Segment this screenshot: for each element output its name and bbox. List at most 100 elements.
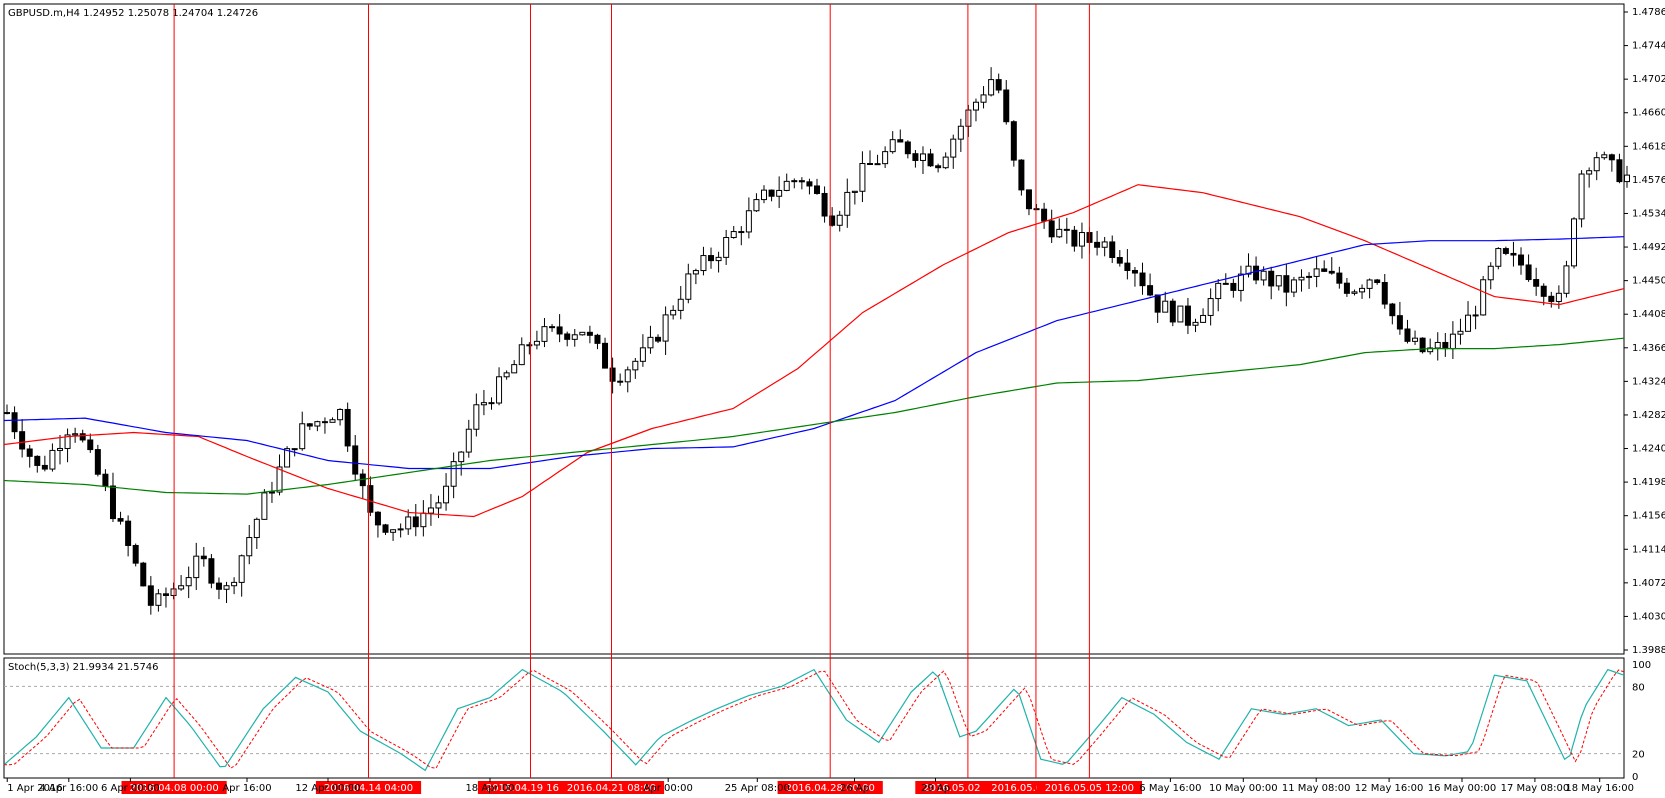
marker-tag: 2016.04.14 04:00	[324, 783, 413, 794]
candle-body	[988, 79, 995, 96]
time-label: 10 May 00:00	[1209, 783, 1278, 794]
candle-body	[670, 309, 677, 316]
candle-body	[238, 555, 245, 583]
candle-body	[723, 237, 730, 258]
ma-line-ma_green	[3, 337, 1625, 495]
marker-tag-bg	[121, 781, 227, 794]
price-label: 1.47440	[1632, 41, 1665, 52]
candle-body	[829, 215, 836, 226]
candle-body	[1101, 241, 1108, 248]
marker-tag-bg	[315, 781, 422, 794]
candle-body	[162, 593, 169, 597]
candle-body	[1563, 265, 1570, 294]
candle-body	[511, 364, 518, 374]
candle-body	[1177, 305, 1184, 323]
candle-body	[821, 192, 828, 217]
candle-body	[26, 448, 33, 457]
price-label: 1.40300	[1632, 611, 1665, 622]
marker-tag-bg	[777, 781, 883, 794]
candle-body	[1412, 337, 1419, 342]
candle-body	[533, 340, 540, 346]
candle-body	[1434, 341, 1441, 349]
time-label: 11 May 08:00	[1282, 783, 1351, 794]
candle-body	[1449, 333, 1456, 350]
candle-body	[147, 585, 154, 606]
candle-body	[617, 380, 624, 383]
candle-body	[1010, 121, 1017, 161]
candle-body	[753, 199, 760, 212]
candle-body	[1608, 154, 1615, 161]
candle-body	[1033, 208, 1040, 211]
candle-body	[1025, 189, 1032, 210]
candle-body	[1018, 159, 1025, 191]
candle-body	[1306, 275, 1313, 278]
candle-body	[594, 334, 601, 344]
candle-body	[480, 402, 487, 406]
candle-body	[768, 189, 775, 197]
price-label: 1.47860	[1632, 7, 1665, 18]
candle-body	[185, 577, 192, 587]
candle-body	[1336, 272, 1343, 284]
candle-body	[329, 419, 336, 423]
time-label: 18 May 16:00	[1565, 783, 1634, 794]
candle-body	[178, 585, 185, 590]
candle-body	[208, 558, 215, 584]
candle-body	[579, 331, 586, 336]
candle-body	[1593, 157, 1600, 172]
candle-body	[1518, 254, 1525, 266]
candle-body	[19, 431, 26, 450]
marker-tag: 2016.04.19 16:00	[486, 783, 575, 794]
candle-body	[1624, 174, 1630, 183]
candle-body	[1457, 330, 1464, 335]
stoch-main-line	[3, 668, 1625, 772]
candle-body	[49, 449, 56, 470]
time-label: 18 Apr 00	[465, 783, 514, 794]
candle-body	[337, 408, 344, 421]
candle-body	[1381, 281, 1388, 305]
candle-body	[889, 139, 896, 153]
candle-body	[647, 336, 654, 349]
stoch-label: 20	[1632, 750, 1645, 761]
candle-body	[1200, 314, 1207, 323]
price-label: 1.43240	[1632, 376, 1665, 387]
price-label: 1.44920	[1632, 242, 1665, 253]
candle-body	[957, 125, 964, 140]
candle-body	[859, 163, 866, 192]
stoch-label: 80	[1632, 682, 1645, 693]
candle-body	[526, 344, 533, 347]
candle-body	[692, 270, 699, 275]
candle-body	[541, 326, 548, 342]
candle-body	[1109, 241, 1116, 259]
candle-body	[1555, 292, 1562, 302]
candle-body	[1283, 275, 1290, 293]
candle-body	[1215, 282, 1222, 300]
candle-body	[140, 562, 147, 587]
candle-body	[1253, 265, 1260, 281]
candle-body	[503, 372, 510, 378]
chart-title: GBPUSD.m,H4 1.24952 1.25078 1.24704 1.24…	[8, 8, 258, 19]
candle-body	[980, 94, 987, 103]
candle-body	[1056, 228, 1063, 238]
candle-body	[427, 507, 434, 514]
candle-body	[1147, 285, 1154, 296]
marker-tag: 2016.05.05 12:00	[1045, 783, 1134, 794]
candle-body	[367, 485, 374, 513]
candle-body	[4, 412, 10, 415]
candle-body	[1298, 276, 1305, 281]
price-label: 1.46600	[1632, 108, 1665, 119]
candle-body	[1586, 170, 1593, 175]
candle-body	[715, 256, 722, 262]
candle-body	[299, 423, 306, 450]
candle-body	[708, 255, 715, 262]
price-pane-frame	[3, 3, 1625, 655]
time-label: 12 Apr 00:00	[295, 783, 360, 794]
time-label: Apr 00:00	[644, 783, 693, 794]
price-label: 1.41140	[1632, 544, 1665, 555]
marker-tag-bg	[477, 781, 584, 794]
stoch-axis: 100 80 20 0	[1632, 660, 1651, 783]
candle-body	[912, 153, 919, 161]
candle-body	[602, 342, 609, 369]
